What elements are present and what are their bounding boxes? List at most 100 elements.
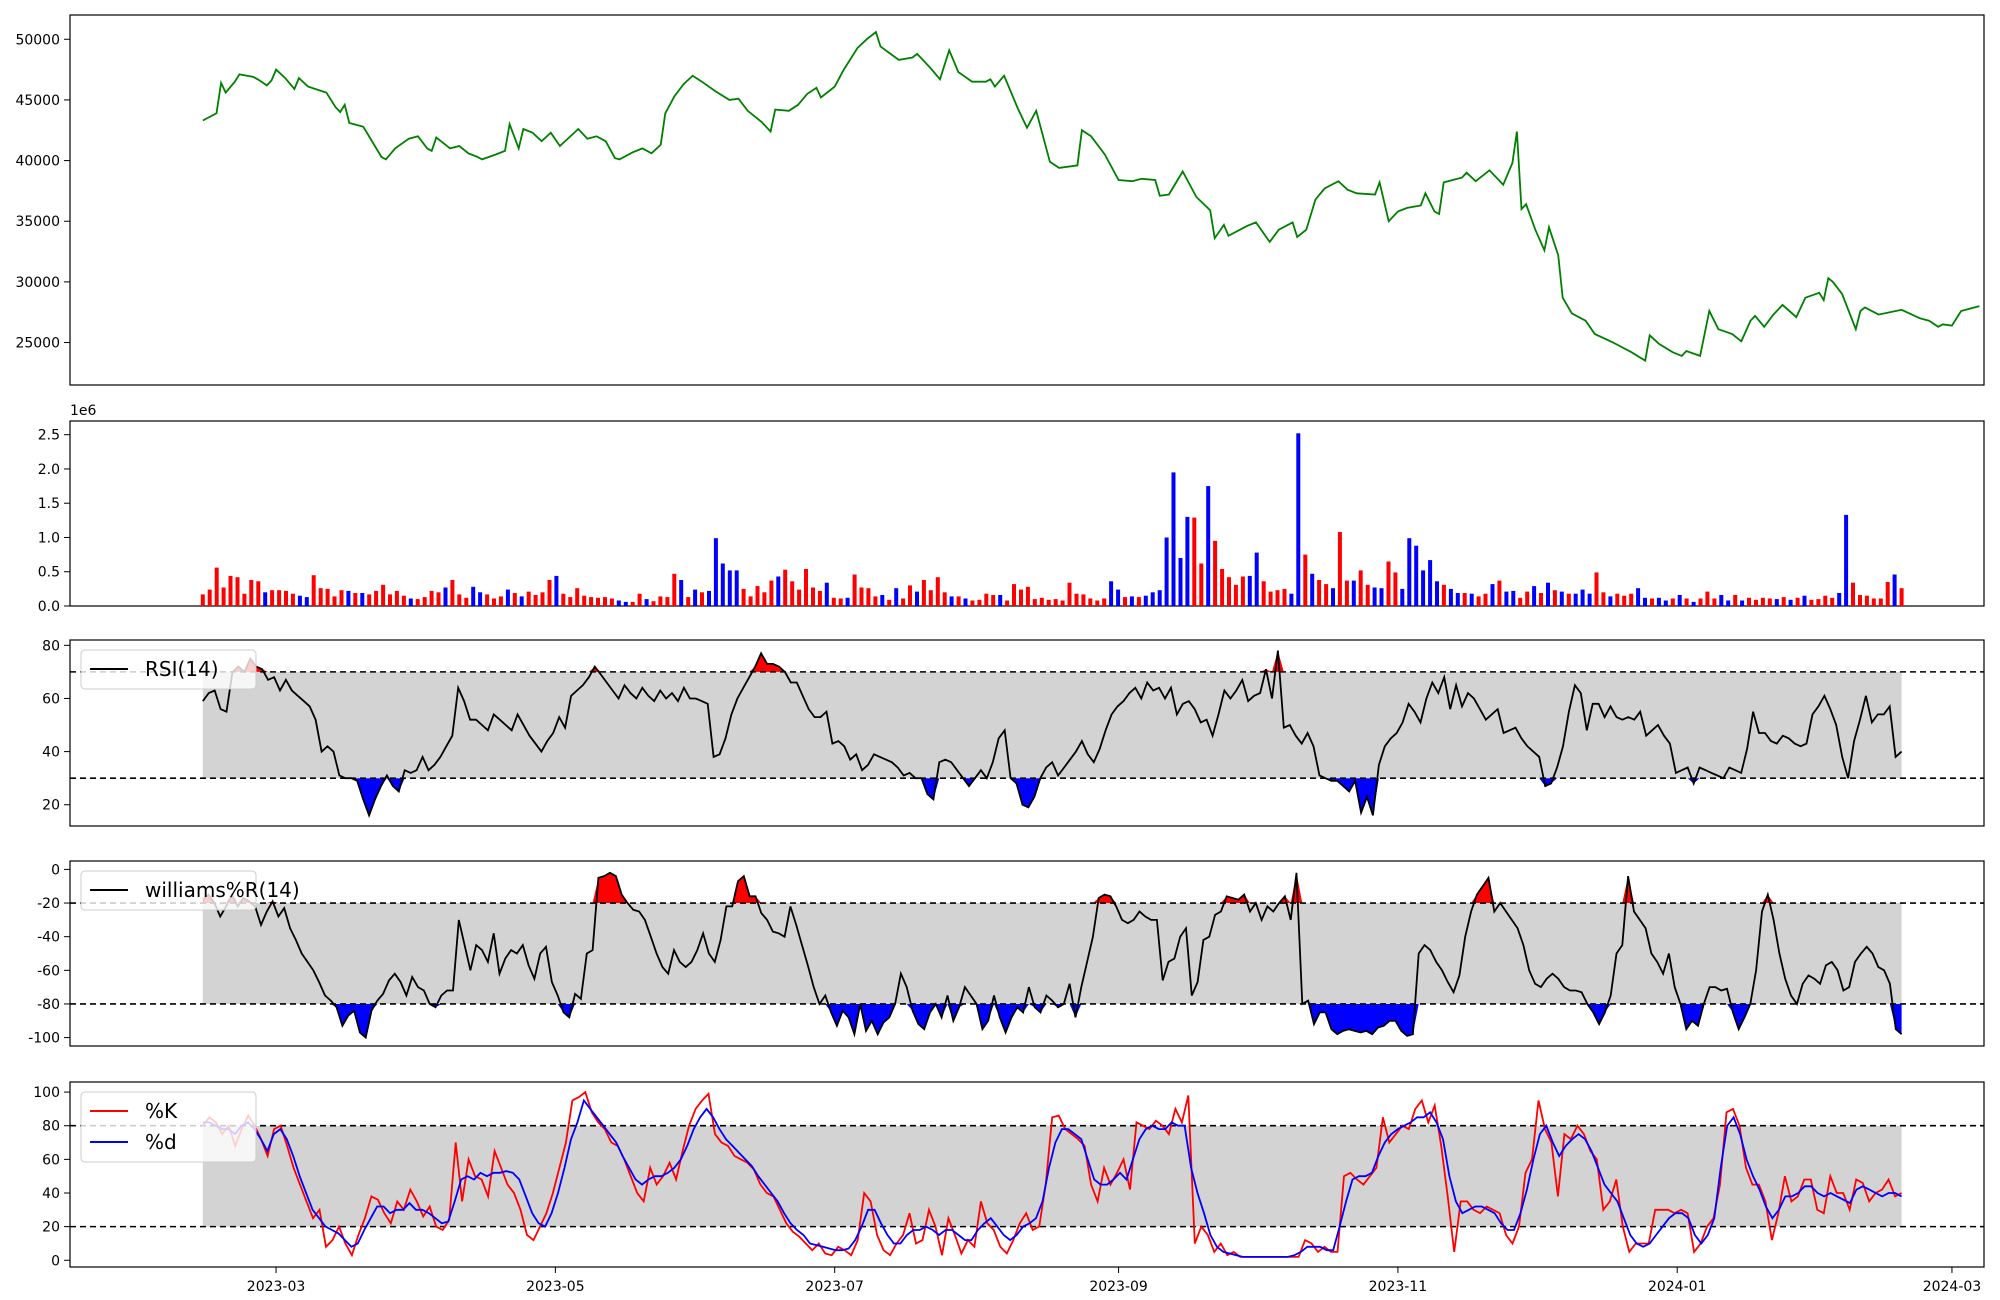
y-tick-label: 45000 xyxy=(15,93,60,109)
volume-bar xyxy=(1351,580,1356,606)
volume-bar xyxy=(1899,588,1904,606)
volume-bar xyxy=(394,590,399,606)
volume-bar xyxy=(1580,589,1585,606)
volume-bar xyxy=(1268,591,1273,606)
volume-bar xyxy=(658,596,663,606)
indicator-line xyxy=(202,650,1903,819)
overbought-fill xyxy=(202,872,1902,903)
legend-label: %d xyxy=(145,1130,177,1154)
volume-bar xyxy=(1046,599,1051,606)
volume-bar xyxy=(1754,599,1758,606)
volume-bar xyxy=(970,600,975,606)
x-tick-label: 2023-03 xyxy=(247,1279,306,1295)
volume-bar xyxy=(1185,516,1190,606)
volume-bar xyxy=(873,596,878,606)
volume-bar xyxy=(707,590,711,606)
y-tick-label: -20 xyxy=(37,896,60,912)
y-tick-label: 40 xyxy=(42,1186,60,1202)
volume-bar xyxy=(1871,598,1876,606)
volume-bar xyxy=(859,587,864,606)
volume-bar xyxy=(1213,540,1218,606)
y-tick-label: 2.5 xyxy=(38,428,60,444)
volume-bar xyxy=(811,587,815,606)
volume-bar xyxy=(824,582,829,606)
volume-bar xyxy=(880,595,885,606)
volume-bar xyxy=(1601,592,1606,606)
volume-bar xyxy=(1233,584,1238,606)
volume-bar xyxy=(1337,532,1342,606)
volume-bar xyxy=(1025,586,1030,606)
volume-bar xyxy=(360,593,365,606)
volume-bar xyxy=(1670,598,1675,606)
volume-bar xyxy=(1331,588,1335,606)
volume-bar xyxy=(921,580,926,606)
volume-bar xyxy=(464,597,469,606)
volume-bar xyxy=(1781,597,1786,606)
volume-bar xyxy=(589,597,594,606)
y-tick-label: 0.0 xyxy=(38,599,60,615)
volume-bar xyxy=(623,601,628,606)
volume-bar xyxy=(1546,582,1550,606)
volume-bar xyxy=(637,593,642,606)
plot-frame xyxy=(69,14,1985,386)
volume-bar xyxy=(235,577,240,606)
volume-bar xyxy=(478,592,483,606)
x-tick-label: 2023-09 xyxy=(1089,1279,1148,1295)
rsi-panel: 20 40 60 80 RSI(14) xyxy=(42,638,1985,827)
volume-bar xyxy=(1039,597,1044,606)
volume-bar xyxy=(561,593,566,606)
threshold-band xyxy=(202,671,1902,779)
volume-bar xyxy=(616,600,621,606)
volume-bar xyxy=(734,570,739,606)
volume-bar xyxy=(1864,595,1869,606)
volume-bar xyxy=(651,601,656,606)
volume-bar xyxy=(1733,595,1738,606)
volume-bar xyxy=(1393,572,1398,606)
volume-bar xyxy=(1005,600,1010,606)
volume-bar xyxy=(762,592,767,606)
volume-bar xyxy=(672,573,677,606)
y-tick-label: 30000 xyxy=(15,275,60,291)
volume-bar xyxy=(1421,570,1426,606)
volume-bar xyxy=(408,598,413,606)
volume-bar xyxy=(845,597,850,606)
volume-bar xyxy=(1372,587,1377,606)
volume-bar xyxy=(1809,599,1814,606)
volume-bar xyxy=(1511,590,1516,606)
volume-bar xyxy=(1303,554,1308,606)
volume-bar xyxy=(339,590,344,606)
volume-bar xyxy=(1254,552,1259,606)
volume-bar xyxy=(1261,581,1266,606)
volume-bar xyxy=(200,594,205,606)
legend-box xyxy=(80,870,257,911)
volume-bar xyxy=(304,597,309,606)
volume-bar xyxy=(935,577,940,606)
volume-bar xyxy=(1767,598,1772,606)
overbought-fill xyxy=(202,650,1902,672)
volume-bar xyxy=(1719,595,1724,606)
volume-bar xyxy=(1892,574,1897,606)
volume-bar xyxy=(686,597,691,606)
volume-bar xyxy=(1497,580,1502,606)
volume-bar xyxy=(1448,588,1453,606)
volume-bar xyxy=(1650,598,1654,606)
volume-bar xyxy=(346,590,351,606)
volume-bar xyxy=(901,598,906,606)
volume-bar xyxy=(1247,575,1252,606)
volume-bar xyxy=(1525,591,1530,606)
volume-bar xyxy=(1844,514,1849,606)
volume-bar xyxy=(1462,593,1467,606)
volume-bar xyxy=(1532,586,1537,606)
y-tick-label: 0 xyxy=(51,862,60,878)
volume-bar xyxy=(505,589,510,606)
volume-bar xyxy=(284,590,288,606)
volume-bar xyxy=(887,599,892,606)
volume-bar xyxy=(450,580,455,606)
x-tick-label: 2023-11 xyxy=(1369,1279,1428,1295)
volume-bar xyxy=(242,593,247,606)
volume-bar xyxy=(1802,595,1807,606)
volume-bar xyxy=(894,588,899,606)
volume-bar xyxy=(1559,591,1564,606)
y-tick-label: 60 xyxy=(42,1152,60,1168)
volume-bar xyxy=(1643,597,1647,606)
